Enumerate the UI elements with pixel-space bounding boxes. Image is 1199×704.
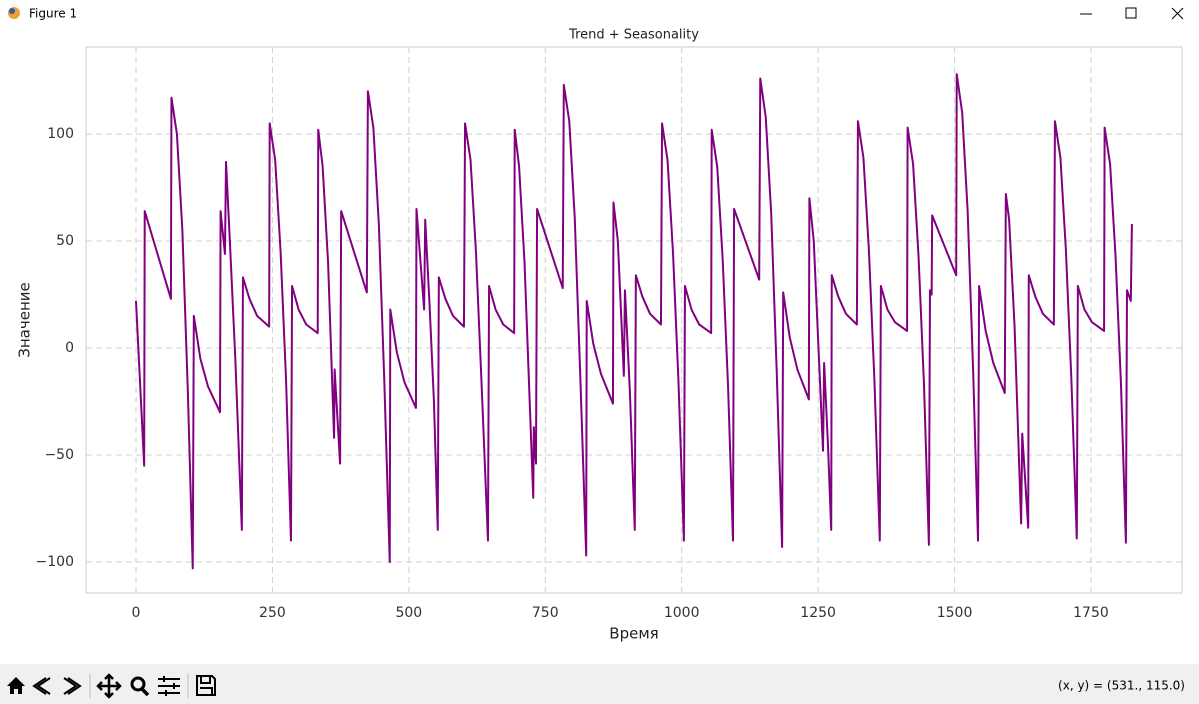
y-tick-label: 100 bbox=[47, 126, 74, 142]
y-tick-label: −100 bbox=[36, 554, 74, 570]
save-button[interactable] bbox=[196, 675, 216, 696]
configure-button[interactable] bbox=[158, 676, 180, 696]
title-bar bbox=[0, 0, 1199, 28]
toolbar bbox=[0, 664, 1199, 704]
x-tick-label: 1500 bbox=[937, 605, 973, 621]
home-button[interactable] bbox=[7, 677, 25, 694]
toolbar-icons bbox=[7, 673, 216, 699]
back-button[interactable] bbox=[32, 677, 51, 695]
x-axis-label: Время bbox=[609, 625, 658, 643]
window-title: Figure 1 bbox=[29, 7, 77, 21]
x-tick-label: 500 bbox=[395, 605, 422, 621]
data-line bbox=[134, 73, 1133, 570]
y-tick-label: 0 bbox=[65, 340, 74, 356]
x-tick-label: 0 bbox=[132, 605, 141, 621]
x-tick-label: 750 bbox=[532, 605, 559, 621]
y-axis-label: Значение bbox=[16, 282, 34, 358]
y-tick-label: −50 bbox=[44, 447, 74, 463]
pan-button[interactable] bbox=[96, 673, 122, 699]
close-button[interactable] bbox=[1171, 7, 1184, 20]
status-text: (x, y) = (531., 115.0) bbox=[1058, 679, 1185, 693]
app-icon bbox=[8, 7, 20, 19]
x-tick-label: 1750 bbox=[1073, 605, 1109, 621]
x-tick-label: 1250 bbox=[800, 605, 836, 621]
zoom-button[interactable] bbox=[130, 676, 150, 697]
forward-button[interactable] bbox=[63, 677, 82, 695]
maximize-button[interactable] bbox=[1125, 7, 1137, 19]
chart-title: Trend + Seasonality bbox=[568, 28, 699, 43]
x-tick-label: 1000 bbox=[664, 605, 700, 621]
y-tick-label: 50 bbox=[56, 233, 74, 249]
x-tick-label: 250 bbox=[259, 605, 286, 621]
